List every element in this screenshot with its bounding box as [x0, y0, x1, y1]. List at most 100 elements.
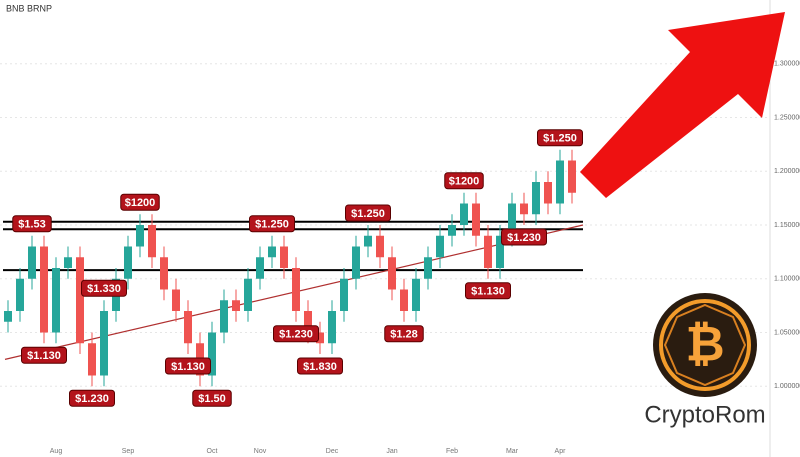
logo-symbol: ₿ — [685, 319, 724, 372]
price-label: $1.250 — [543, 133, 577, 145]
price-label-box — [444, 172, 484, 190]
x-tick-label: Aug — [50, 448, 63, 455]
candle-body — [556, 160, 564, 204]
price-label: $1.130 — [471, 286, 505, 298]
y-tick-label: 1.200000 — [774, 168, 800, 175]
y-tick-label: 1.300000 — [774, 61, 800, 68]
price-label: $1.230 — [279, 329, 313, 341]
candle-body — [388, 257, 396, 290]
x-tick-label: Oct — [207, 448, 218, 455]
x-tick-label: Jan — [386, 448, 397, 455]
price-label-box — [273, 325, 319, 343]
y-tick-label: 1.150000 — [774, 222, 800, 229]
price-label-box — [81, 279, 127, 297]
candle-body — [364, 235, 372, 247]
price-label: $1.830 — [303, 361, 337, 373]
price-label-box — [192, 389, 232, 407]
candle-body — [316, 332, 324, 344]
candle-body — [52, 268, 60, 333]
candle-body — [520, 203, 528, 215]
candle-body — [208, 332, 216, 376]
candle-body — [340, 278, 348, 311]
x-tick-label: Nov — [254, 448, 267, 455]
logo-ring — [659, 299, 751, 391]
candle-body — [448, 225, 456, 236]
candle-body — [376, 235, 384, 258]
x-tick-label: Feb — [446, 448, 458, 455]
candle-body — [184, 311, 192, 344]
x-tick-label: Apr — [555, 448, 567, 455]
y-tick-label: 1.050000 — [774, 329, 800, 336]
arrow — [580, 12, 785, 198]
x-tick-label: Sep — [122, 448, 135, 455]
candle-body — [412, 278, 420, 311]
logo: ₿ CryptoRom — [644, 293, 766, 428]
price-label-box — [165, 357, 211, 375]
candle-body — [328, 311, 336, 344]
price-label: $1.28 — [390, 329, 418, 341]
candle-body — [28, 246, 36, 279]
y-tick-label: 1.250000 — [774, 114, 800, 121]
candle-body — [4, 311, 12, 322]
candle-body — [100, 311, 108, 376]
candle-body — [160, 257, 168, 290]
price-label: $1.230 — [75, 393, 109, 405]
candle-body — [64, 257, 72, 268]
price-label-box — [249, 215, 295, 233]
candle-body — [244, 278, 252, 311]
candle-body — [304, 311, 312, 333]
plot: 1.000000 1.050000 1.100000 1.150000 1.200000… — [0, 61, 800, 455]
price-label-box — [12, 215, 52, 233]
logo-polygon — [663, 303, 747, 387]
price-label: $1.130 — [27, 350, 61, 362]
candle-body — [400, 289, 408, 311]
y-tick-label: 1.100000 — [774, 276, 800, 283]
candle-body — [220, 300, 228, 333]
price-label-box — [501, 228, 547, 246]
candle-body — [460, 203, 468, 225]
x-tick-label: Mar — [506, 448, 519, 455]
candle-body — [40, 246, 48, 333]
candle-body — [496, 235, 504, 268]
price-label: $1.330 — [87, 283, 121, 295]
candle-body — [472, 203, 480, 236]
price-label-box — [69, 389, 115, 407]
candle-body — [508, 203, 516, 236]
candle-body — [232, 300, 240, 311]
price-label: $1200 — [449, 176, 480, 188]
price-label-box — [120, 193, 160, 211]
candle-body — [352, 246, 360, 279]
price-label: $1200 — [125, 197, 156, 209]
candle-body — [172, 289, 180, 311]
candle-body — [424, 257, 432, 279]
candle-body — [136, 225, 144, 247]
candle-body — [280, 246, 288, 268]
candle-body — [484, 235, 492, 268]
price-label-box — [297, 357, 343, 375]
candle-body — [568, 160, 576, 193]
price-label: $1.230 — [507, 232, 541, 244]
price-label-box — [537, 129, 583, 147]
y-tick-label: 1.000000 — [774, 383, 800, 390]
candle-body — [544, 182, 552, 204]
candle-body — [88, 343, 96, 376]
price-label-box — [21, 346, 67, 364]
candle-body — [268, 246, 276, 258]
candle-body — [256, 257, 264, 279]
candle-body — [16, 278, 24, 311]
candle-body — [292, 268, 300, 311]
x-tick-label: Dec — [326, 448, 339, 455]
price-label: $1.53 — [18, 219, 46, 231]
price-label: $1.130 — [171, 361, 205, 373]
price-label-box — [384, 325, 424, 343]
candle-body — [532, 182, 540, 215]
price-label: $1.250 — [255, 219, 289, 231]
candle-body — [124, 246, 132, 279]
price-label-box — [465, 282, 511, 300]
candle-body — [436, 235, 444, 258]
logo-ring — [653, 293, 757, 397]
chart-title: BNB BRNP — [6, 3, 52, 13]
candle-body — [76, 257, 84, 344]
candle-body — [148, 225, 156, 258]
